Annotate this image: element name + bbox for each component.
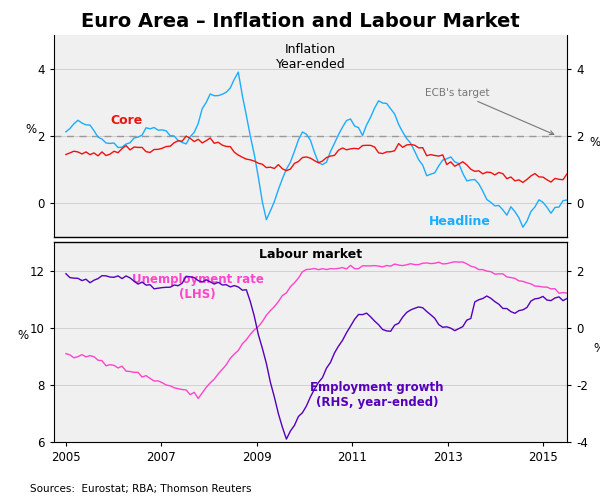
Y-axis label: %: % [589,136,600,149]
Y-axis label: %: % [593,342,600,355]
Text: ECB's target: ECB's target [425,87,554,135]
Text: Headline: Headline [428,215,490,228]
Text: Unemployment rate
(LHS): Unemployment rate (LHS) [132,273,263,301]
Text: Sources:  Eurostat; RBA; Thomson Reuters: Sources: Eurostat; RBA; Thomson Reuters [30,484,251,494]
Text: Inflation
Year-ended: Inflation Year-ended [275,43,346,71]
Text: Euro Area – Inflation and Labour Market: Euro Area – Inflation and Labour Market [80,12,520,31]
Text: Core: Core [110,114,143,127]
Y-axis label: %: % [25,123,36,136]
Text: Labour market: Labour market [259,248,362,261]
Y-axis label: %: % [17,329,29,342]
Text: Employment growth
(RHS, year-ended): Employment growth (RHS, year-ended) [310,381,444,409]
